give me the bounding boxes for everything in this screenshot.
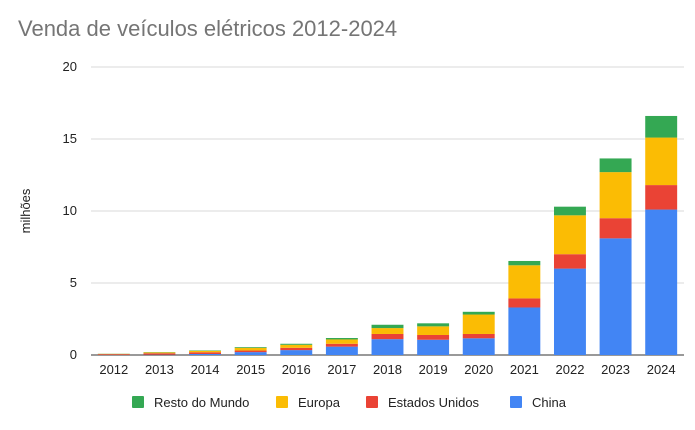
- legend-swatch: [132, 396, 144, 408]
- y-tick-label: 0: [70, 347, 77, 362]
- y-tick-label: 20: [63, 59, 77, 74]
- bar-estados-unidos-2012: [98, 354, 130, 355]
- legend-label: Estados Unidos: [388, 395, 480, 410]
- bar-china-2024: [645, 210, 677, 355]
- legend-swatch: [276, 396, 288, 408]
- bar-resto-do-mundo-2021: [508, 261, 540, 265]
- legend-label: China: [532, 395, 567, 410]
- legend-swatch: [366, 396, 378, 408]
- x-tick-label: 2024: [647, 362, 676, 377]
- bar-estados-unidos-2018: [372, 334, 404, 339]
- x-tick-label: 2023: [601, 362, 630, 377]
- bar-estados-unidos-2021: [508, 298, 540, 307]
- bar-resto-do-mundo-2022: [554, 207, 586, 216]
- bar-estados-unidos-2014: [189, 352, 221, 354]
- y-axis-label: milhões: [18, 188, 33, 233]
- bar-china-2023: [600, 238, 632, 355]
- bar-resto-do-mundo-2017: [326, 338, 358, 339]
- bar-estados-unidos-2019: [417, 335, 449, 340]
- legend-swatch: [510, 396, 522, 408]
- bar-resto-do-mundo-2023: [600, 158, 632, 172]
- bar-europa-2016: [280, 345, 312, 348]
- bar-estados-unidos-2024: [645, 185, 677, 209]
- bar-china-2018: [372, 339, 404, 355]
- bar-resto-do-mundo-2020: [463, 312, 495, 315]
- bar-estados-unidos-2016: [280, 348, 312, 350]
- bar-estados-unidos-2020: [463, 334, 495, 338]
- bar-europa-2021: [508, 265, 540, 298]
- legend-label: Europa: [298, 395, 341, 410]
- bar-estados-unidos-2015: [235, 351, 267, 353]
- x-tick-label: 2018: [373, 362, 402, 377]
- bar-europa-2022: [554, 215, 586, 254]
- x-tick-label: 2013: [145, 362, 174, 377]
- x-tick-label: 2012: [99, 362, 128, 377]
- bar-resto-do-mundo-2016: [280, 344, 312, 345]
- bar-europa-2013: [143, 352, 175, 353]
- bar-estados-unidos-2013: [143, 353, 175, 354]
- bar-estados-unidos-2023: [600, 218, 632, 238]
- x-tick-label: 2015: [236, 362, 265, 377]
- bar-resto-do-mundo-2015: [235, 347, 267, 348]
- bar-china-2015: [235, 352, 267, 355]
- y-tick-label: 5: [70, 275, 77, 290]
- bar-europa-2024: [645, 138, 677, 186]
- bar-resto-do-mundo-2019: [417, 323, 449, 326]
- bar-estados-unidos-2017: [326, 344, 358, 347]
- x-tick-label: 2021: [510, 362, 539, 377]
- bar-europa-2015: [235, 348, 267, 351]
- x-tick-label: 2019: [419, 362, 448, 377]
- chart-title: Venda de veículos elétricos 2012-2024: [18, 16, 397, 42]
- bar-europa-2023: [600, 172, 632, 218]
- bar-europa-2019: [417, 326, 449, 335]
- bar-china-2020: [463, 338, 495, 355]
- x-tick-label: 2022: [556, 362, 585, 377]
- x-tick-label: 2014: [191, 362, 220, 377]
- bar-china-2014: [189, 354, 221, 355]
- bar-china-2022: [554, 269, 586, 355]
- x-tick-label: 2016: [282, 362, 311, 377]
- bar-europa-2020: [463, 315, 495, 334]
- bar-europa-2014: [189, 351, 221, 352]
- x-tick-label: 2017: [327, 362, 356, 377]
- bar-resto-do-mundo-2024: [645, 116, 677, 138]
- x-tick-label: 2020: [464, 362, 493, 377]
- bar-resto-do-mundo-2018: [372, 325, 404, 328]
- bar-china-2019: [417, 340, 449, 355]
- bar-europa-2017: [326, 339, 358, 343]
- legend-label: Resto do Mundo: [154, 395, 249, 410]
- bar-china-2017: [326, 347, 358, 355]
- y-tick-label: 15: [63, 131, 77, 146]
- bar-estados-unidos-2022: [554, 254, 586, 268]
- y-tick-label: 10: [63, 203, 77, 218]
- bar-europa-2018: [372, 328, 404, 334]
- bar-china-2021: [508, 307, 540, 355]
- bar-china-2016: [280, 350, 312, 355]
